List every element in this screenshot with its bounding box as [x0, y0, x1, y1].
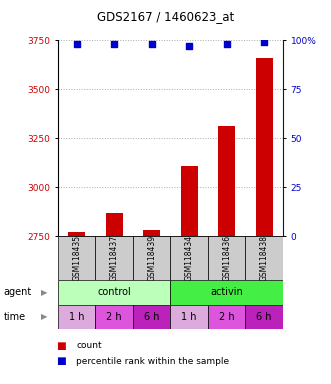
Text: GDS2167 / 1460623_at: GDS2167 / 1460623_at	[97, 10, 234, 23]
Bar	[246, 305, 283, 329]
Bar	[208, 305, 246, 329]
Bar	[246, 236, 283, 280]
Text: time: time	[3, 311, 25, 322]
Text: 2 h: 2 h	[106, 311, 122, 322]
Text: 1 h: 1 h	[69, 311, 84, 322]
Text: GSM118439: GSM118439	[147, 235, 156, 281]
Text: GSM118435: GSM118435	[72, 235, 81, 281]
Bar	[58, 305, 95, 329]
Text: agent: agent	[3, 287, 31, 298]
Bar	[218, 126, 235, 384]
Bar	[181, 166, 198, 384]
Point	[187, 43, 192, 49]
Bar	[133, 305, 170, 329]
Point	[224, 41, 229, 47]
Text: GSM118437: GSM118437	[110, 235, 119, 281]
Bar	[170, 305, 208, 329]
Text: 2 h: 2 h	[219, 311, 235, 322]
Point	[74, 41, 79, 47]
Bar	[68, 232, 85, 384]
Text: 6 h: 6 h	[144, 311, 160, 322]
Bar	[170, 236, 208, 280]
Text: ■: ■	[56, 356, 66, 366]
Text: GSM118434: GSM118434	[185, 235, 194, 281]
Bar	[133, 236, 170, 280]
Point	[149, 41, 154, 47]
Text: activin: activin	[211, 287, 243, 298]
Bar	[256, 58, 273, 384]
Text: count: count	[76, 341, 102, 351]
Text: GSM118436: GSM118436	[222, 235, 231, 281]
Text: percentile rank within the sample: percentile rank within the sample	[76, 357, 229, 366]
Text: ■: ■	[56, 341, 66, 351]
Text: 6 h: 6 h	[257, 311, 272, 322]
Text: control: control	[97, 287, 131, 298]
Point	[261, 39, 267, 45]
Text: GSM118438: GSM118438	[260, 235, 269, 281]
Bar	[95, 236, 133, 280]
Bar	[106, 213, 122, 384]
Bar	[58, 236, 95, 280]
Bar	[58, 280, 170, 305]
Text: ▶: ▶	[41, 312, 48, 321]
Text: ▶: ▶	[41, 288, 48, 297]
Text: 1 h: 1 h	[181, 311, 197, 322]
Bar	[208, 236, 246, 280]
Bar	[170, 280, 283, 305]
Point	[112, 41, 117, 47]
Bar	[95, 305, 133, 329]
Bar	[143, 230, 160, 384]
